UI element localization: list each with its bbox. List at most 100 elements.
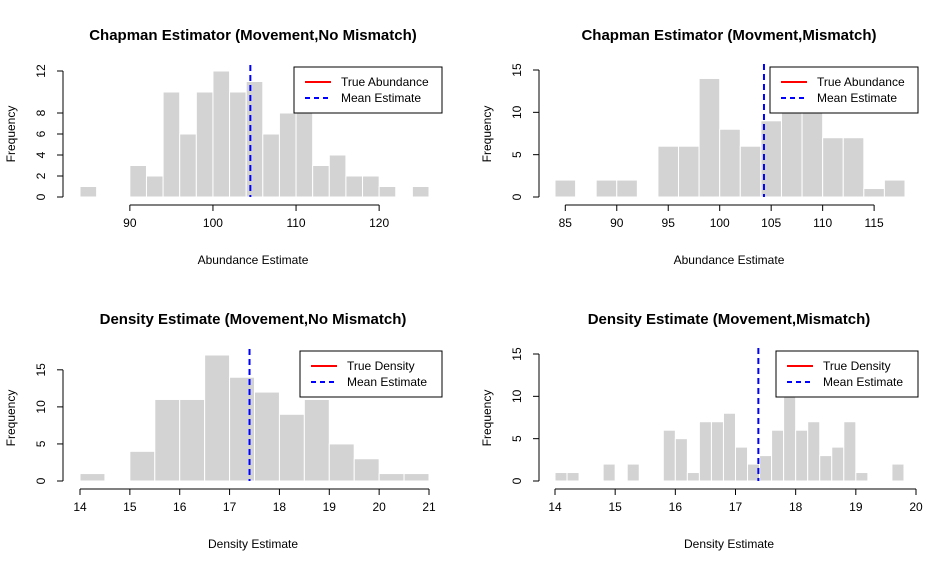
legend: True Abundance Mean Estimate [769, 66, 919, 114]
histogram-bar [616, 179, 638, 198]
histogram-bar [378, 473, 405, 482]
y-tick-label: 0 [34, 193, 48, 200]
histogram-bar [278, 112, 297, 198]
y-axis: 0 5 10 15 [510, 347, 540, 484]
x-tick-label: 100 [710, 216, 730, 230]
y-tick-label: 0 [510, 477, 524, 484]
histogram-bar [411, 186, 430, 198]
histogram-bar [145, 175, 164, 198]
chart-title: Density Estimate (Movement,Mismatch) [588, 311, 871, 328]
x-tick-label: 85 [559, 216, 573, 230]
y-tick-label: 4 [34, 151, 48, 158]
histogram-bar [739, 145, 762, 198]
histogram-bar [626, 463, 640, 482]
x-tick-label: 110 [813, 216, 832, 230]
x-tick-label: 17 [729, 500, 743, 514]
y-tick-label: 5 [510, 435, 524, 442]
x-tick-label: 18 [789, 500, 803, 514]
x-tick-label: 90 [610, 216, 624, 230]
histogram-bar [212, 70, 231, 198]
legend-label-true: True Abundance [817, 75, 905, 89]
chart-title: Chapman Estimator (Movement,No Mismatch) [89, 27, 417, 44]
histogram-bar [79, 473, 106, 482]
histogram-bar [278, 413, 305, 482]
y-tick-label: 2 [34, 172, 48, 179]
histogram-bar [771, 429, 785, 482]
histogram-bar [303, 398, 330, 482]
y-tick-label: 15 [510, 63, 524, 77]
histogram-bar [353, 458, 380, 482]
histogram-bar [759, 455, 773, 482]
histogram-bar [831, 446, 845, 482]
panel-density-no-mismatch: Density Estimate (Movement,No Mismatch) … [4, 311, 443, 551]
x-axis: 14 15 16 17 18 19 20 [548, 488, 923, 514]
x-tick-label: 110 [286, 216, 305, 230]
histogram-bar [312, 165, 330, 198]
histogram-bar [179, 398, 206, 482]
x-tick-label: 120 [369, 216, 389, 230]
histogram-bar [328, 154, 347, 198]
x-axis-label: Density Estimate [684, 537, 774, 551]
x-tick-label: 115 [865, 216, 884, 230]
histogram-bar [698, 77, 721, 198]
histogram-bar [855, 472, 869, 482]
histogram-bar [229, 376, 255, 482]
y-tick-label: 10 [510, 389, 524, 403]
histogram-bar [686, 472, 700, 482]
histogram-bar [362, 175, 380, 198]
histogram-bar [403, 473, 430, 482]
histogram-bar [245, 81, 264, 198]
histogram-bar [807, 421, 821, 482]
y-tick-label: 5 [34, 440, 48, 447]
histogram-bar [262, 133, 280, 198]
legend-label-true: True Density [347, 359, 415, 373]
y-tick-label: 15 [510, 347, 524, 361]
legend: True Density Mean Estimate [299, 350, 443, 398]
x-axis: 85 90 95 100 105 110 115 [559, 204, 884, 230]
histogram-bar [795, 429, 809, 482]
histogram-bar [162, 91, 181, 198]
x-tick-label: 16 [173, 500, 187, 514]
histogram-bar [129, 450, 156, 482]
y-axis: 0 2 4 6 8 12 [34, 64, 64, 200]
y-tick-label: 0 [34, 477, 48, 484]
histogram-bar [602, 463, 616, 482]
histogram-bar [554, 472, 568, 482]
chart-title: Density Estimate (Movement,No Mismatch) [100, 311, 407, 328]
legend-box [293, 66, 443, 114]
x-tick-label: 17 [223, 500, 237, 514]
legend-box [769, 66, 919, 114]
histogram-bar [719, 128, 741, 198]
histogram-bar [674, 438, 688, 482]
y-tick-label: 0 [510, 193, 524, 200]
histogram-bar [154, 398, 181, 482]
y-tick-label: 10 [34, 400, 48, 414]
x-tick-label: 21 [422, 500, 436, 514]
x-tick-label: 20 [909, 500, 923, 514]
x-axis: 90 100 110 120 [123, 204, 389, 230]
panel-chapman-no-mismatch: Chapman Estimator (Movement,No Mismatch)… [4, 27, 443, 267]
histogram-bar [328, 443, 355, 482]
histogram-bar [345, 175, 364, 198]
histogram-bar [204, 354, 231, 482]
legend-label-mean: Mean Estimate [823, 375, 903, 389]
y-axis: 0 5 10 15 [34, 363, 64, 484]
y-axis-label: Frequency [4, 390, 18, 447]
x-tick-label: 15 [608, 500, 622, 514]
histogram-bar [295, 102, 314, 198]
histogram-bar [819, 455, 833, 482]
chart-title: Chapman Estimator (Movment,Mismatch) [581, 27, 876, 44]
y-tick-label: 5 [510, 151, 524, 158]
histogram-bar [566, 472, 580, 482]
histogram-bar [698, 421, 712, 482]
histogram-bar [678, 145, 700, 198]
x-tick-label: 16 [669, 500, 683, 514]
histogram-bar [891, 463, 905, 482]
legend: True Abundance Mean Estimate [293, 66, 443, 114]
x-axis-label: Abundance Estimate [674, 253, 785, 267]
plot-area: 14 15 16 17 18 19 20 21 0 5 10 15 [34, 349, 436, 514]
x-tick-label: 95 [662, 216, 676, 230]
y-tick-label: 15 [34, 363, 48, 377]
x-tick-label: 14 [548, 500, 562, 514]
